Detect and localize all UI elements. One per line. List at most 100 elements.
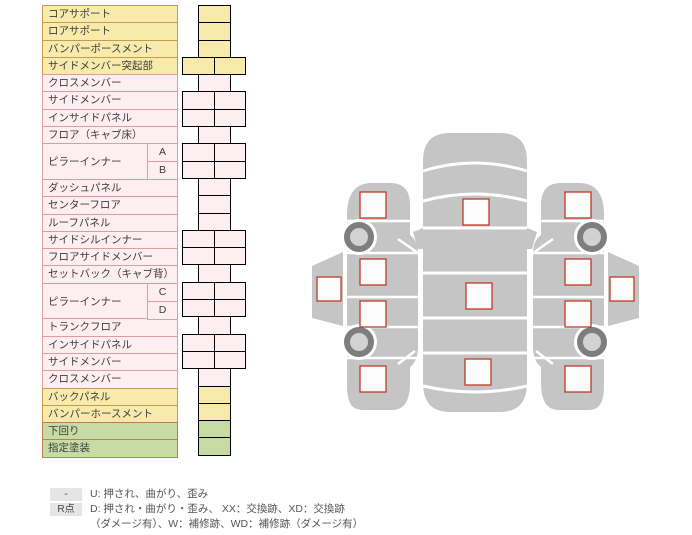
pillar-sub-cells: C D [147,282,178,320]
damage-cell[interactable] [198,39,231,58]
damage-cell-row [182,420,246,439]
part-label: ダッシュパネル [48,181,122,194]
part-label: コアサポート [48,8,111,20]
part-row: フロア（キャブ床） [42,126,178,145]
damage-cell[interactable] [198,385,231,404]
damage-cell-row [182,229,246,249]
part-label: サイドメンバー突起部 [48,59,153,72]
damage-cell[interactable] [198,368,231,387]
damage-cell[interactable] [198,126,231,145]
damage-cell[interactable] [213,56,246,76]
part-label: クロスメンバー [48,77,122,90]
damage-cell[interactable] [213,108,246,128]
damage-cell-row [182,437,246,456]
damage-cell[interactable] [182,143,215,162]
damage-cell[interactable] [213,143,246,162]
legend-badge-spacer [50,518,82,531]
damage-cell[interactable] [198,420,231,439]
damage-checkbox[interactable] [465,282,493,310]
damage-cell[interactable] [198,402,231,422]
damage-checkbox[interactable] [564,300,592,328]
damage-cell-row [182,5,246,24]
damage-cell[interactable] [198,264,231,283]
damage-checkbox[interactable] [359,191,387,219]
damage-cell[interactable] [182,229,215,249]
damage-cell-row [182,74,246,93]
damage-cell-row [182,143,246,162]
damage-checkbox[interactable] [464,358,492,386]
damage-cell-row [182,402,246,422]
pillar-sub-d: D [147,300,178,320]
pillar-inner-front-block: ピラーインナー A B [42,143,178,181]
damage-checkbox[interactable] [359,300,387,328]
damage-cell[interactable] [213,160,246,179]
damage-cell[interactable] [198,74,231,93]
damage-cell[interactable] [213,247,246,266]
damage-cell[interactable] [182,247,215,266]
legend: - U: 押され、曲がり、歪み R点 D: 押され・曲がり・歪み、 XX：交換跡… [50,487,363,532]
damage-cell[interactable] [182,56,215,76]
part-label: セットバック（キャブ背） [48,268,174,281]
damage-cell[interactable] [213,333,246,352]
part-label: フロア（キャブ床） [48,129,143,142]
part-row: インサイドパネル [42,335,178,354]
damage-checkbox[interactable] [359,365,387,393]
damage-cell-row [182,385,246,404]
part-label: ピラーインナー [42,282,148,320]
damage-cell[interactable] [198,212,231,231]
part-row: バンパーホースメント [42,404,178,424]
wheel-icon [574,219,610,255]
damage-checkbox[interactable] [564,191,592,219]
part-row: サイドメンバー突起部 [42,56,178,76]
pillar-sub-c: C [147,282,178,302]
part-row: クロスメンバー [42,370,178,389]
damage-cell-row [182,299,246,318]
pillar-sub-a: A [147,143,178,163]
damage-cell[interactable] [198,437,231,456]
damage-cell[interactable] [182,333,215,352]
legend-line-r: R点 D: 押され・曲がり・歪み、 XX：交換跡、XD：交換跡 [50,502,363,517]
legend-text-d: D: 押され・曲がり・歪み、 XX：交換跡、XD：交換跡 [90,503,345,515]
damage-cell[interactable] [213,350,246,370]
damage-checkbox[interactable] [564,258,592,286]
damage-cell[interactable] [182,108,215,128]
part-row: コアサポート [42,5,178,24]
damage-checkbox[interactable] [609,276,635,302]
parts-table: コアサポート ロアサポート バンパーポースメント サイドメンバー突起部 クロスメ… [42,5,178,458]
damage-cell[interactable] [182,281,215,301]
part-row: 指定塗装 [42,439,178,458]
damage-cell[interactable] [213,91,246,110]
damage-checkbox[interactable] [359,258,387,286]
damage-checkbox[interactable] [316,276,342,302]
damage-cell[interactable] [213,299,246,318]
damage-cell[interactable] [182,299,215,318]
damage-cell-row [182,195,246,214]
legend-text-u: U: 押され、曲がり、歪み [90,488,209,500]
damage-cell-row [182,126,246,145]
damage-cell[interactable] [182,160,215,179]
pillar-inner-rear-block: ピラーインナー C D [42,282,178,320]
damage-cell[interactable] [198,22,231,41]
part-label: サイドメンバー [48,355,122,368]
wheel-icon [574,324,610,360]
damage-checkbox[interactable] [462,198,490,226]
damage-cell[interactable] [213,229,246,249]
damage-cell[interactable] [198,316,231,335]
damage-cell[interactable] [182,91,215,110]
damage-cell-row [182,22,246,41]
damage-cell[interactable] [213,281,246,301]
damage-cell-row [182,160,246,179]
damage-cell[interactable] [198,5,231,24]
damage-cell[interactable] [198,195,231,214]
damage-cell[interactable] [198,177,231,197]
part-row: サイドメンバー [42,352,178,372]
part-row: トランクフロア [42,318,178,337]
damage-cell[interactable] [182,350,215,370]
legend-badge-dash: - [50,488,82,501]
damage-cell-row [182,368,246,387]
part-label: クロスメンバー [48,373,122,386]
damage-checkbox[interactable] [564,365,592,393]
part-label: インサイドパネル [48,338,132,351]
part-label: バックパネル [48,390,111,403]
part-row: バックパネル [42,387,178,406]
